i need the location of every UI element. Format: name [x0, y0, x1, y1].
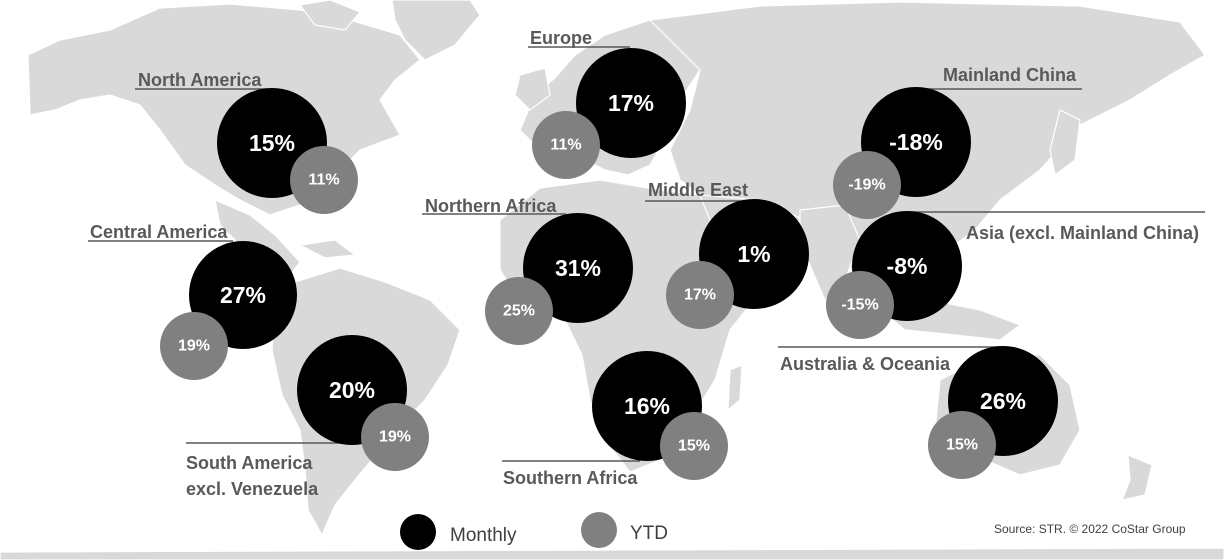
label-south-america-line2: excl. Venezuela [186, 479, 319, 499]
label-europe: Europe [530, 28, 592, 48]
north-america-monthly-value: 15% [249, 130, 295, 156]
europe-monthly-bubble [576, 48, 686, 158]
south-america-ytd-bubble [361, 403, 429, 471]
legend-monthly-swatch [400, 514, 436, 550]
label-south-america: South America [186, 453, 313, 473]
label-southern-africa: Southern Africa [503, 468, 638, 488]
legend-monthly-label: Monthly [450, 525, 517, 546]
australia-oceania-ytd-bubble [928, 411, 996, 479]
asia-excl-china-ytd-bubble [826, 271, 894, 339]
source-note: Source: STR. © 2022 CoStar Group [994, 522, 1186, 536]
southern-africa-ytd-value: 15% [678, 438, 710, 455]
label-central-america: Central America [90, 222, 228, 242]
legend-ytd-label: YTD [630, 523, 668, 544]
south-america-ytd-value: 19% [379, 429, 411, 446]
north-america-ytd-value: 11% [308, 172, 339, 189]
leader-lines [88, 46, 1205, 462]
northern-africa-ytd-value: 25% [503, 303, 535, 320]
mainland-china-ytd-bubble [833, 151, 901, 219]
label-asia-excl-china: Asia (excl. Mainland China) [966, 223, 1199, 243]
mainland-china-ytd-value: -19% [848, 177, 885, 194]
legend-ytd-swatch [581, 512, 617, 548]
south-america-monthly-value: 20% [329, 377, 375, 403]
australia-oceania-ytd-value: 15% [946, 437, 978, 454]
middle-east-monthly-value: 1% [737, 241, 770, 267]
asia-excl-china-monthly-value: -8% [887, 253, 928, 279]
northern-africa-ytd-bubble [485, 277, 553, 345]
central-america-ytd-bubble [160, 312, 228, 380]
northern-africa-monthly-bubble [523, 213, 633, 323]
southern-africa-monthly-value: 16% [624, 393, 670, 419]
bubbles-layer: 15% 11% 27% 19% 20% 19% 17% 11% 31% 25% 16% 15% 1% 17… [160, 48, 1058, 480]
mainland-china-monthly-value: -18% [889, 129, 943, 155]
label-mainland-china: Mainland China [943, 65, 1077, 85]
central-america-monthly-value: 27% [220, 282, 266, 308]
legend: Monthly YTD [400, 512, 668, 550]
central-america-ytd-value: 19% [178, 338, 210, 355]
southern-africa-ytd-bubble [660, 412, 728, 480]
asia-excl-china-ytd-value: -15% [841, 297, 878, 314]
europe-monthly-value: 17% [608, 90, 654, 116]
middle-east-ytd-bubble [666, 261, 734, 329]
australia-oceania-monthly-value: 26% [980, 388, 1026, 414]
label-australia-oceania: Australia & Oceania [780, 354, 951, 374]
northern-africa-monthly-value: 31% [555, 255, 601, 281]
label-north-america: North America [138, 70, 262, 90]
middle-east-ytd-value: 17% [684, 287, 716, 304]
region-labels: North America Central America South Amer… [90, 28, 1199, 499]
label-middle-east: Middle East [648, 180, 748, 200]
europe-ytd-value: 11% [550, 137, 581, 154]
europe-ytd-bubble [532, 111, 600, 179]
north-america-ytd-bubble [290, 146, 358, 214]
label-northern-africa: Northern Africa [425, 196, 557, 216]
